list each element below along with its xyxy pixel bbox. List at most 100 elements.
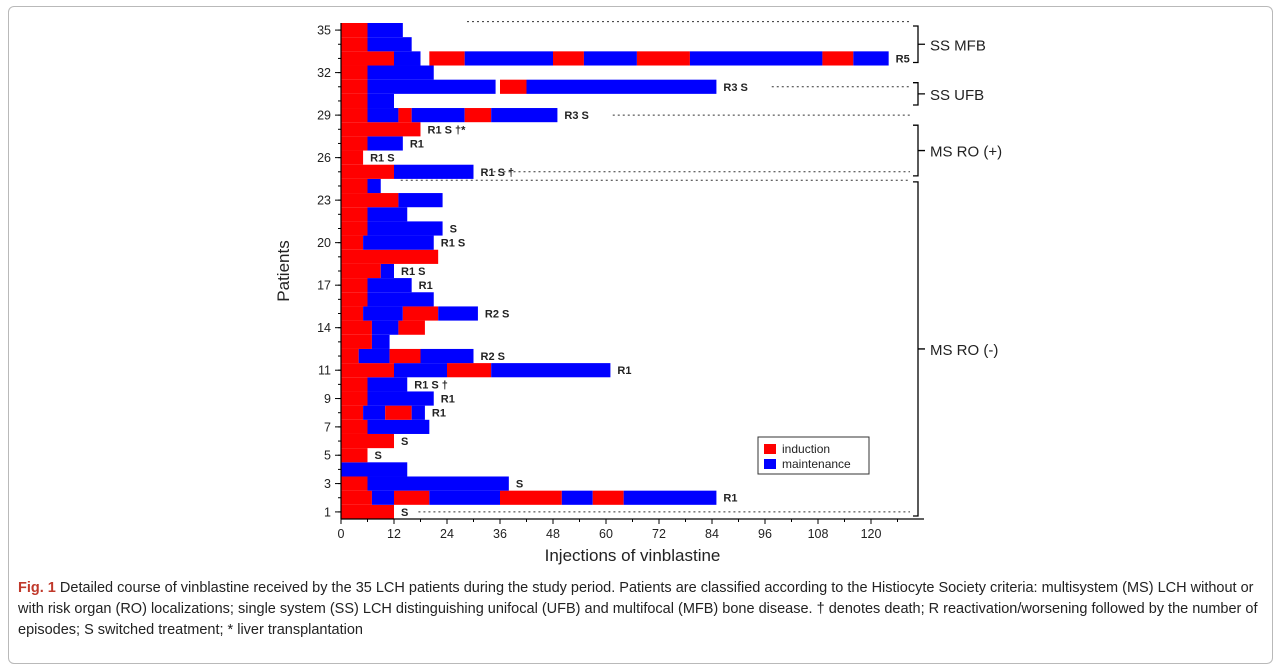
bar-segment-p8-2 bbox=[363, 405, 386, 420]
bar-segment-p14-1 bbox=[341, 320, 372, 335]
bar-segment-p2-8 bbox=[623, 490, 717, 505]
y-tick-label: 29 bbox=[317, 109, 331, 123]
bar-segment-p27-2 bbox=[367, 136, 403, 151]
x-tick-label: 72 bbox=[652, 527, 666, 541]
bar-segment-p24-2 bbox=[367, 178, 381, 194]
bar-label-p26: R1 S bbox=[370, 153, 394, 165]
bar-segment-p20-1 bbox=[341, 235, 364, 250]
bar-segment-p14-3 bbox=[398, 320, 425, 335]
x-tick-label: 48 bbox=[546, 527, 560, 541]
x-tick-label: 24 bbox=[440, 527, 454, 541]
bar-segment-p29-4 bbox=[411, 108, 465, 123]
bar-segment-p2-3 bbox=[394, 490, 430, 505]
bar-label-p10: R1 S † bbox=[414, 379, 448, 391]
bar-segment-p34-1 bbox=[341, 37, 368, 52]
x-tick-label: 12 bbox=[387, 527, 401, 541]
bar-segment-p17-2 bbox=[367, 278, 412, 293]
bar-segment-p33-8 bbox=[689, 51, 823, 66]
bar-segment-p29-3 bbox=[398, 108, 412, 123]
bar-segment-p3-2 bbox=[367, 476, 509, 491]
bar-segment-p33-3 bbox=[429, 51, 465, 66]
bar-segment-p25-1 bbox=[341, 164, 394, 179]
bar-segment-p15-3 bbox=[402, 306, 439, 321]
bar-segment-p7-1 bbox=[341, 419, 368, 434]
x-tick-label: 108 bbox=[808, 527, 829, 541]
bar-segment-p34-2 bbox=[367, 37, 412, 52]
bar-segment-p30-2 bbox=[367, 93, 394, 109]
x-tick-label: 60 bbox=[599, 527, 613, 541]
group-label-4: MS RO (-) bbox=[930, 342, 998, 359]
caption-label: Fig. 1 bbox=[18, 580, 56, 596]
bar-segment-p26-1 bbox=[341, 150, 364, 165]
bar-segment-p33-9 bbox=[822, 51, 854, 66]
figure-caption: Fig. 1 Detailed course of vinblastine re… bbox=[18, 578, 1258, 641]
y-tick-label: 1 bbox=[324, 505, 331, 519]
bar-segment-p33-7 bbox=[636, 51, 690, 66]
group-bracket-1 bbox=[913, 25, 925, 64]
group-label-1: SS MFB bbox=[930, 37, 986, 54]
bar-segment-p6-1 bbox=[341, 433, 394, 449]
caption-text: Detailed course of vinblastine received … bbox=[18, 580, 1258, 638]
bar-segment-p32-1 bbox=[341, 65, 368, 80]
bar-segment-p9-1 bbox=[341, 391, 368, 406]
bar-segment-p3-1 bbox=[341, 476, 368, 491]
bar-segment-p33-5 bbox=[553, 51, 584, 66]
y-tick-label: 35 bbox=[317, 24, 331, 38]
bar-segment-p18-2 bbox=[380, 263, 394, 279]
x-tick-label: 84 bbox=[705, 527, 719, 541]
y-axis-title: Patients bbox=[274, 240, 293, 301]
y-tick-label: 32 bbox=[317, 66, 331, 80]
bar-segment-p2-5 bbox=[500, 490, 562, 505]
bar-segment-p22-1 bbox=[341, 207, 368, 222]
bar-segment-p21-2 bbox=[367, 221, 443, 236]
bar-segment-p14-2 bbox=[371, 320, 399, 335]
bar-segment-p15-4 bbox=[438, 306, 478, 321]
bar-segment-p24-1 bbox=[341, 178, 368, 194]
legend-box bbox=[757, 436, 870, 475]
bar-segment-p15-1 bbox=[341, 306, 364, 321]
bar-segment-p22-2 bbox=[367, 207, 408, 222]
group-bracket-2 bbox=[913, 82, 925, 106]
bar-segment-p8-3 bbox=[385, 405, 412, 420]
bar-segment-p19-1 bbox=[341, 249, 439, 264]
bar-label-p29: R3 S bbox=[564, 110, 588, 122]
legend-swatch-induction bbox=[764, 444, 776, 454]
bar-label-p6: S bbox=[401, 436, 408, 448]
bar-label-p2: R1 bbox=[723, 493, 737, 505]
y-tick-label: 3 bbox=[324, 477, 331, 491]
bar-segment-p4-1 bbox=[341, 462, 408, 477]
bar-segment-p7-2 bbox=[367, 419, 430, 434]
bar-segment-p8-4 bbox=[411, 405, 425, 420]
bar-segment-p29-1 bbox=[341, 108, 368, 123]
bar-segment-p11-1 bbox=[341, 363, 394, 378]
bar-label-p28: R1 S †* bbox=[428, 124, 467, 136]
bar-segment-p15-2 bbox=[363, 306, 403, 321]
bar-segment-p31-3 bbox=[500, 79, 527, 94]
bar-segment-p32-2 bbox=[367, 65, 434, 80]
bar-segment-p21-1 bbox=[341, 221, 368, 236]
bar-segment-p33-6 bbox=[583, 51, 637, 66]
x-tick-label: 96 bbox=[758, 527, 772, 541]
bar-label-p1: S bbox=[401, 507, 408, 519]
bar-segment-p12-2 bbox=[358, 348, 390, 364]
bar-label-p5: S bbox=[375, 450, 382, 462]
bar-segment-p30-1 bbox=[341, 93, 368, 109]
bar-segment-p35-1 bbox=[341, 23, 368, 38]
figure-frame bbox=[8, 6, 1273, 664]
group-bracket-3 bbox=[913, 124, 925, 177]
bar-label-p18: R1 S bbox=[401, 266, 425, 278]
bar-segment-p25-2 bbox=[394, 164, 474, 179]
y-tick-label: 23 bbox=[317, 194, 331, 208]
bar-segment-p9-2 bbox=[367, 391, 434, 406]
x-axis-title: Injections of vinblastine bbox=[545, 546, 721, 565]
bar-label-p27: R1 bbox=[410, 138, 424, 150]
bar-segment-p5-1 bbox=[341, 448, 368, 463]
bar-segment-p13-2 bbox=[371, 334, 390, 349]
y-tick-label: 26 bbox=[317, 151, 331, 165]
bar-segment-p29-5 bbox=[464, 108, 492, 123]
y-tick-label: 9 bbox=[324, 392, 331, 406]
y-tick-label: 17 bbox=[317, 279, 331, 293]
y-tick-label: 7 bbox=[324, 420, 331, 434]
bar-segment-p31-1 bbox=[341, 79, 368, 94]
bar-segment-p12-1 bbox=[341, 348, 359, 364]
